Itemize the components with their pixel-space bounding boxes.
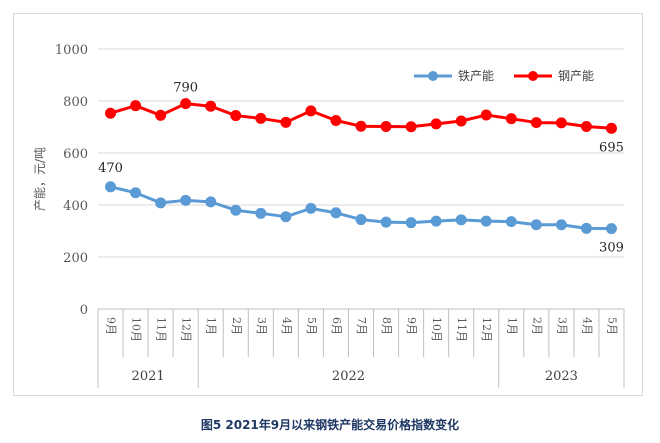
- x-tick-label: 9月: [405, 317, 418, 335]
- data-point-1: [180, 98, 192, 110]
- data-point-1: [130, 100, 142, 112]
- y-axis-label: 产能，元/吨: [33, 147, 47, 211]
- x-tick-label: 5月: [305, 317, 318, 335]
- data-point-0: [355, 214, 367, 226]
- data-point-0: [305, 202, 317, 214]
- data-point-0: [555, 219, 567, 231]
- data-point-0: [580, 222, 592, 234]
- data-point-1: [105, 107, 117, 119]
- line-chart: 1000 800 600 400 200 0 产能，元/吨 9月 10月 11月 12月 1月 2月 3月…: [33, 43, 625, 388]
- legend-label: 铁产能: [458, 69, 494, 83]
- x-tick-label: 2月: [530, 317, 543, 335]
- y-tick-label: 600: [63, 147, 88, 162]
- x-tick-label: 11月: [455, 317, 468, 342]
- figure-caption: 图5 2021年9月以来钢铁产能交易价格指数变化: [200, 418, 460, 432]
- data-point-1: [530, 117, 542, 129]
- data-point-1: [480, 109, 492, 121]
- data-point-0: [330, 207, 342, 219]
- data-point-0: [155, 197, 167, 209]
- data-point-1: [580, 120, 592, 132]
- x-tick-label: 5月: [605, 317, 618, 335]
- data-point-1: [255, 112, 267, 124]
- x-tick-label: 11月: [155, 317, 168, 342]
- year-label: 2022: [332, 369, 365, 384]
- data-point-1: [555, 117, 567, 129]
- legend-marker: [428, 71, 438, 81]
- data-point-0: [380, 216, 392, 228]
- x-tick-label: 9月: [105, 317, 118, 335]
- data-point-1: [455, 115, 467, 127]
- data-point-0: [180, 194, 192, 206]
- data-label: 470: [98, 161, 123, 176]
- data-point-1: [205, 100, 217, 112]
- data-point-0: [455, 214, 467, 226]
- legend-marker: [528, 71, 538, 81]
- data-point-1: [430, 118, 442, 130]
- x-tick-label: 8月: [380, 317, 393, 335]
- y-tick-label: 200: [63, 251, 88, 266]
- x-tick-label: 2月: [230, 317, 243, 335]
- data-point-0: [505, 216, 517, 228]
- x-tick-label: 4月: [280, 317, 293, 335]
- data-point-0: [480, 215, 492, 227]
- data-point-1: [505, 113, 517, 125]
- data-point-0: [255, 207, 267, 219]
- y-tick-label: 1000: [55, 43, 88, 58]
- data-point-0: [205, 196, 217, 208]
- x-tick-label: 3月: [555, 317, 568, 335]
- y-tick-label: 400: [63, 199, 88, 214]
- data-point-0: [230, 204, 242, 216]
- y-tick-label: 800: [63, 95, 88, 110]
- x-tick-label: 1月: [505, 317, 518, 335]
- data-point-1: [405, 121, 417, 133]
- x-tick-label: 12月: [480, 317, 493, 342]
- data-point-1: [305, 105, 317, 117]
- data-point-1: [280, 116, 292, 128]
- data-point-1: [230, 110, 242, 122]
- data-point-0: [530, 219, 542, 231]
- x-tick-label: 1月: [205, 317, 218, 335]
- x-tick-label: 12月: [180, 317, 193, 342]
- data-point-1: [380, 120, 392, 132]
- x-tick-label: 7月: [355, 317, 368, 335]
- data-point-0: [130, 187, 142, 199]
- data-point-0: [605, 223, 617, 235]
- year-label: 2023: [545, 369, 578, 384]
- x-tick-label: 3月: [255, 317, 268, 335]
- year-label: 2021: [132, 369, 165, 384]
- data-label: 790: [173, 81, 198, 96]
- data-point-1: [605, 122, 617, 134]
- legend-label: 钢产能: [558, 69, 594, 83]
- data-label: 695: [599, 140, 624, 155]
- data-point-1: [355, 120, 367, 132]
- x-tick-label: 6月: [330, 317, 343, 335]
- data-point-0: [105, 181, 117, 193]
- data-label: 309: [599, 241, 624, 256]
- y-tick-label: 0: [80, 303, 88, 318]
- data-point-0: [280, 211, 292, 223]
- x-tick-label: 10月: [430, 317, 443, 342]
- data-point-0: [405, 217, 417, 229]
- data-point-1: [155, 109, 167, 121]
- data-point-1: [330, 115, 342, 126]
- data-point-0: [430, 215, 442, 227]
- x-tick-label: 10月: [130, 317, 143, 342]
- x-tick-label: 4月: [580, 317, 593, 335]
